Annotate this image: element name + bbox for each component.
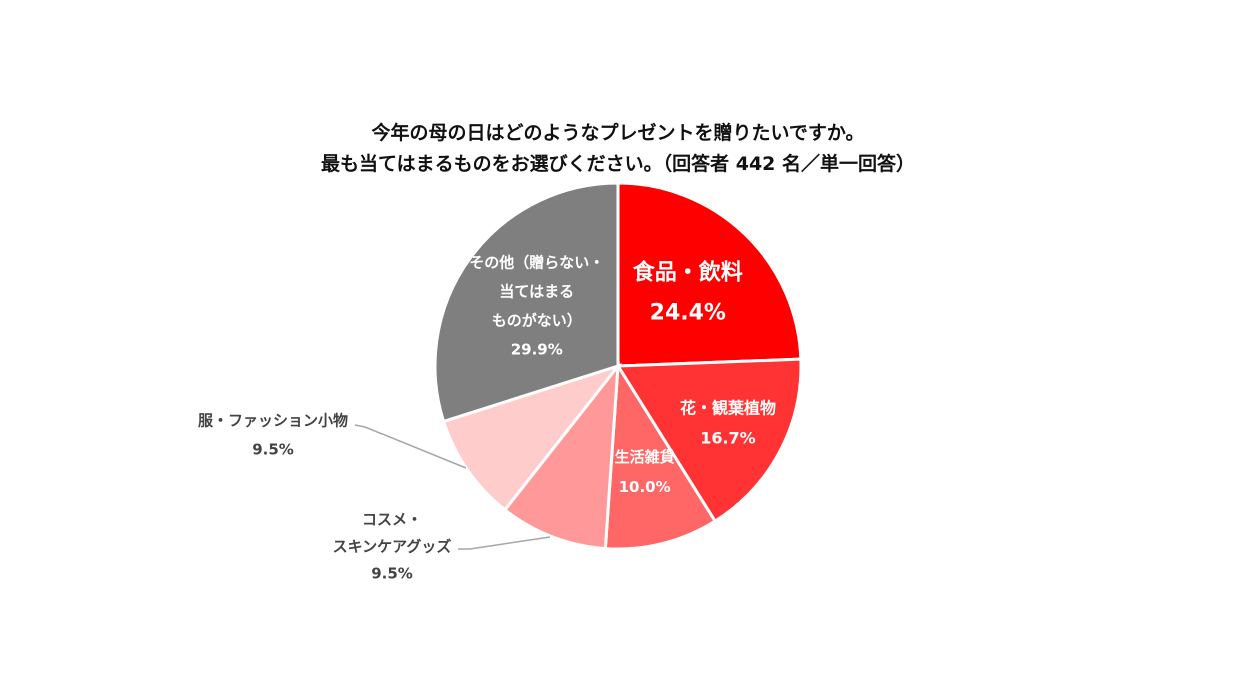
pie-slice-5: [433, 181, 620, 424]
pie-slice-4: [441, 363, 623, 512]
slice-name-label-5: ものがない）: [492, 312, 582, 330]
slice-value-label-2: 10.0%: [619, 478, 671, 496]
leader-line-4: [354, 424, 467, 469]
pie-slice-2: [603, 361, 718, 551]
slice-name-label-1: 花・観葉植物: [680, 399, 776, 418]
slice-value-label-3: 9.5%: [371, 565, 413, 583]
slice-value-label-5: 29.9%: [511, 341, 563, 359]
slice-name-label-3: スキンケアグッズ: [333, 538, 452, 556]
slice-labels: 食品・飲料 24.4% 花・観葉植物 16.7% 生活雑貨 10.0% コスメ・スキンケアグ…: [198, 254, 776, 583]
chart-title-line-2: 最も当てはまるものをお選びください。（回答者 442 名／単一回答）: [321, 152, 915, 175]
leader-line-3: [458, 536, 551, 550]
slice-name-label-2: 生活雑貨: [615, 448, 675, 466]
pie-slice-1: [615, 357, 803, 524]
slice-name-label-3: コスメ・: [362, 511, 422, 529]
chart-title-line-1: 今年の母の日はどのようなプレゼントを贈りたいですか。: [370, 121, 864, 144]
slice-name-label-0: 食品・飲料: [633, 260, 743, 286]
slice-value-label-4: 9.5%: [252, 441, 294, 459]
slice-value-label-1: 16.7%: [700, 429, 756, 448]
pie-slice-3: [502, 361, 620, 551]
pie-slice-0: [616, 181, 803, 368]
slice-name-label-4: 服・ファッション小物: [198, 412, 348, 430]
slice-value-label-0: 24.4%: [650, 301, 726, 326]
pie-slices: [433, 181, 803, 551]
slice-name-label-5: 当てはまる: [499, 283, 574, 301]
slice-name-label-5: その他（贈らない・: [469, 254, 604, 272]
leader-lines: [354, 424, 551, 550]
